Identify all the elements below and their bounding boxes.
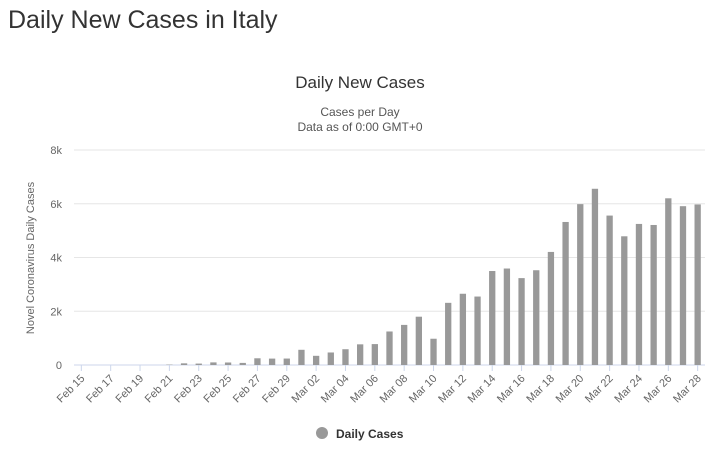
x-tick-label: Mar 02 (290, 373, 323, 406)
bar[interactable] (635, 223, 643, 365)
y-axis-ticks: 0 2k 4k 6k 8k (50, 145, 62, 372)
bar[interactable] (577, 204, 584, 365)
x-tick-label: Mar 06 (348, 373, 381, 406)
bar[interactable] (562, 221, 569, 365)
bar[interactable] (298, 349, 305, 365)
x-tick-label: Feb 15 (55, 373, 88, 406)
x-tick-label: Mar 26 (642, 373, 675, 406)
bar[interactable] (474, 296, 481, 365)
x-tick-label: Feb 27 (231, 373, 264, 406)
chart-subtitle-line-2: Data as of 0:00 GMT+0 (297, 120, 422, 134)
bar[interactable] (195, 363, 202, 365)
y-tick-label: 6k (50, 199, 62, 211)
x-tick-label: Mar 22 (583, 373, 616, 406)
y-tick-label: 8k (50, 145, 62, 157)
bar[interactable] (401, 324, 408, 365)
bar[interactable] (327, 352, 334, 365)
x-tick-label: Mar 18 (524, 373, 557, 406)
bar[interactable] (591, 188, 599, 365)
chart-title: Daily New Cases (295, 73, 424, 92)
x-tick-label: Mar 12 (436, 373, 469, 406)
bar[interactable] (386, 331, 393, 365)
bar[interactable] (665, 198, 672, 365)
x-tick-label: Mar 10 (407, 373, 440, 406)
page-title: Daily New Cases in Italy (8, 6, 278, 34)
bar[interactable] (459, 293, 467, 365)
bar[interactable] (268, 358, 276, 365)
bar[interactable] (415, 316, 422, 365)
y-tick-label: 4k (50, 253, 62, 265)
x-tick-label: Feb 17 (84, 373, 117, 406)
y-tick-label: 2k (50, 306, 62, 318)
x-tick-label: Feb 19 (113, 373, 146, 406)
bar[interactable] (371, 344, 378, 365)
legend-marker[interactable] (316, 427, 328, 439)
legend[interactable]: Daily Cases (316, 427, 404, 441)
bar[interactable] (503, 268, 511, 365)
x-tick-label: Feb 29 (260, 373, 293, 406)
x-tick-label: Mar 16 (495, 373, 528, 406)
bar[interactable] (342, 349, 349, 365)
x-tick-label: Mar 04 (319, 373, 352, 406)
y-axis-title: Novel Coronavirus Daily Cases (25, 181, 37, 334)
bar[interactable] (518, 278, 525, 365)
bar[interactable] (621, 236, 628, 365)
bars (166, 188, 701, 365)
x-tick-label: Mar 28 (671, 373, 704, 406)
x-tick-label: Mar 08 (378, 373, 411, 406)
bar[interactable] (547, 251, 555, 365)
chart-subtitle-line-1: Cases per Day (320, 105, 399, 119)
x-tick-label: Feb 25 (201, 373, 234, 406)
bar[interactable] (283, 358, 290, 365)
x-tick-label: Mar 14 (466, 373, 499, 406)
bar[interactable] (357, 344, 364, 365)
bar[interactable] (312, 355, 320, 365)
bar[interactable] (254, 358, 261, 365)
bar[interactable] (650, 224, 657, 365)
bar[interactable] (533, 270, 540, 365)
gridlines (74, 149, 705, 366)
bar[interactable] (679, 206, 687, 365)
legend-label[interactable]: Daily Cases (336, 427, 404, 441)
bar[interactable] (210, 362, 217, 365)
x-tick-label: Feb 21 (143, 373, 176, 406)
bar[interactable] (445, 302, 452, 365)
x-tick-label: Feb 23 (172, 373, 205, 406)
bar[interactable] (430, 338, 437, 365)
x-tick-label: Mar 20 (554, 373, 587, 406)
x-tick-label: Mar 24 (612, 373, 645, 406)
y-tick-label: 0 (56, 360, 62, 372)
bar[interactable] (606, 215, 613, 365)
bar[interactable] (694, 204, 701, 365)
bar[interactable] (489, 271, 496, 365)
bar[interactable] (180, 363, 188, 365)
bar[interactable] (239, 362, 246, 365)
bar[interactable] (224, 362, 232, 365)
